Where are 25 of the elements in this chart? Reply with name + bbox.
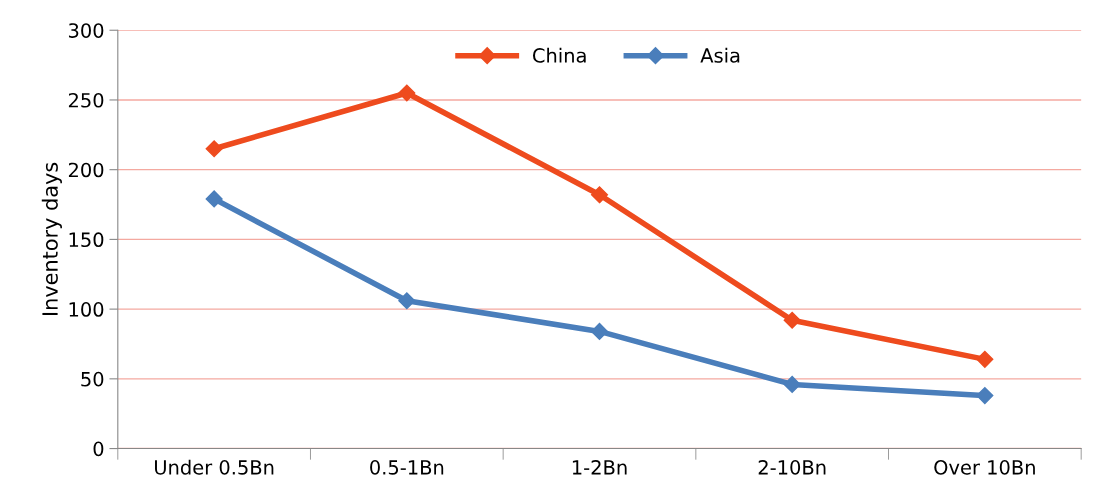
point [783, 375, 801, 393]
x-tick-label: Under 0.5Bn [155, 459, 274, 475]
legend-label: Asia [700, 47, 740, 63]
y-tick-label: 200 [68, 162, 104, 178]
point [205, 140, 223, 158]
x-tick-label: 2-10Bn [758, 460, 826, 475]
point [590, 186, 609, 204]
point [590, 322, 609, 340]
y-tick-label: 150 [69, 232, 104, 248]
point [783, 311, 801, 329]
y-tick-label: 100 [69, 302, 104, 317]
x-tick-label: Over 10Bn [934, 460, 1035, 475]
y-tick-label: 0 [93, 441, 104, 457]
y-tick-label: 250 [68, 92, 104, 108]
x-tick-label: 1-2Bn [572, 460, 627, 475]
y-tick-label: 50 [81, 371, 104, 387]
point [205, 190, 223, 208]
y-tick-label: 300 [68, 23, 104, 38]
point [398, 84, 416, 102]
x-tick-label: 0.5-1Bn [370, 460, 444, 475]
y-axis-title: Inventory days [41, 162, 62, 316]
point [976, 387, 994, 405]
point [398, 292, 416, 310]
point [976, 350, 994, 368]
legend-label: China [533, 47, 586, 63]
